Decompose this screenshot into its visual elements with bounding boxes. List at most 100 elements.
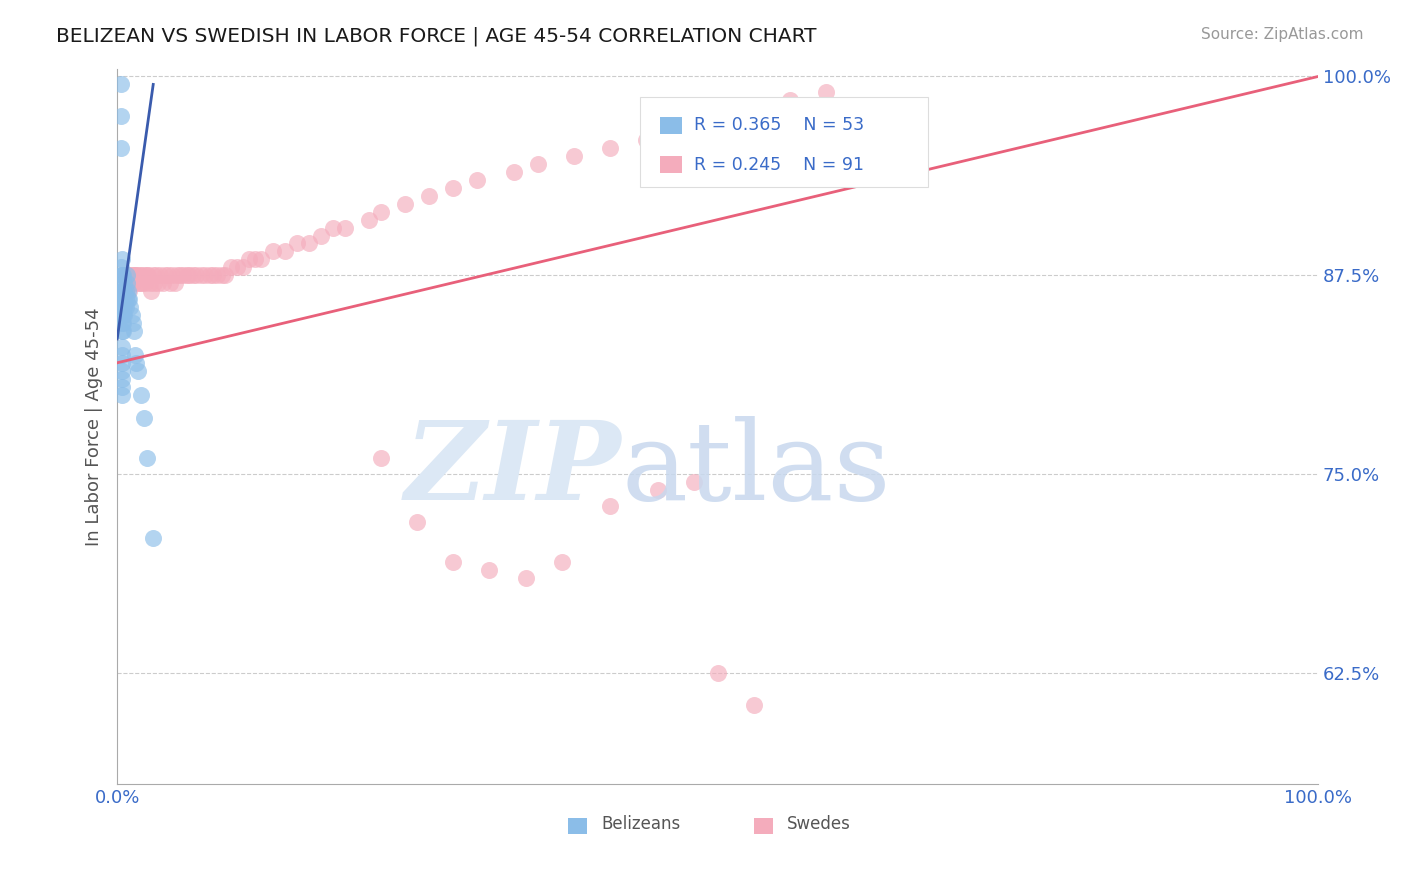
Point: [112, 284, 135, 298]
Point: [111, 379, 134, 393]
Point: [502, 165, 524, 179]
Text: atlas: atlas: [621, 416, 891, 523]
Point: [285, 236, 308, 251]
Point: [550, 555, 572, 569]
Point: [117, 292, 139, 306]
Point: [599, 499, 621, 513]
Point: [418, 188, 440, 202]
Point: [214, 268, 236, 283]
Point: [125, 268, 148, 283]
Point: [110, 284, 132, 298]
Point: [112, 268, 135, 283]
Point: [467, 173, 489, 187]
Point: [172, 268, 194, 283]
Point: [128, 268, 150, 283]
Y-axis label: In Labor Force | Age 45-54: In Labor Force | Age 45-54: [86, 307, 103, 546]
Point: [138, 268, 160, 283]
Point: [110, 292, 132, 306]
Point: [142, 268, 165, 283]
Point: [219, 260, 242, 275]
Point: [298, 236, 321, 251]
Point: [111, 284, 134, 298]
Point: [121, 268, 143, 283]
Point: [110, 277, 132, 291]
Point: [111, 356, 134, 370]
Point: [262, 244, 284, 259]
Point: [706, 117, 728, 131]
Point: [443, 181, 465, 195]
Point: [359, 212, 381, 227]
Point: [478, 563, 501, 577]
Text: R = 0.245    N = 91: R = 0.245 N = 91: [693, 156, 863, 174]
Point: [112, 300, 135, 314]
Point: [122, 324, 145, 338]
Point: [118, 284, 141, 298]
Point: [322, 220, 344, 235]
Point: [111, 316, 134, 330]
Point: [139, 284, 162, 298]
Point: [111, 252, 134, 267]
Point: [111, 364, 134, 378]
Point: [112, 284, 135, 298]
Point: [136, 451, 159, 466]
Point: [121, 308, 143, 322]
Point: [443, 555, 465, 569]
Point: [117, 268, 139, 283]
Point: [515, 570, 537, 584]
Point: [122, 268, 145, 283]
Point: [121, 277, 143, 291]
Point: [145, 268, 167, 283]
Text: Belizeans: Belizeans: [602, 814, 681, 833]
Point: [814, 86, 837, 100]
Point: [110, 109, 132, 123]
Point: [112, 292, 135, 306]
Point: [132, 411, 155, 425]
Point: [250, 252, 273, 267]
Point: [647, 483, 669, 497]
Point: [115, 268, 138, 283]
Point: [742, 109, 765, 123]
Point: [111, 372, 134, 386]
Point: [110, 78, 132, 92]
Point: [634, 133, 657, 147]
Point: [526, 157, 548, 171]
Point: [186, 268, 208, 283]
Point: [205, 268, 228, 283]
Point: [335, 220, 357, 235]
Point: [155, 268, 177, 283]
Point: [274, 244, 297, 259]
Point: [146, 277, 169, 291]
Point: [125, 356, 148, 370]
Point: [706, 665, 728, 680]
Point: [142, 531, 165, 545]
Point: [131, 277, 153, 291]
Text: Source: ZipAtlas.com: Source: ZipAtlas.com: [1201, 27, 1364, 42]
Point: [162, 268, 184, 283]
Point: [112, 300, 135, 314]
Point: [149, 268, 172, 283]
Point: [120, 300, 142, 314]
Point: [136, 268, 159, 283]
Point: [111, 300, 134, 314]
Point: [127, 364, 149, 378]
Point: [394, 196, 416, 211]
Point: [159, 277, 181, 291]
Point: [176, 268, 198, 283]
Point: [112, 308, 135, 322]
Text: BELIZEAN VS SWEDISH IN LABOR FORCE | AGE 45-54 CORRELATION CHART: BELIZEAN VS SWEDISH IN LABOR FORCE | AGE…: [56, 27, 817, 46]
Point: [112, 268, 135, 283]
Point: [742, 698, 765, 712]
Point: [562, 149, 585, 163]
Point: [110, 141, 132, 155]
FancyBboxPatch shape: [568, 818, 586, 834]
Point: [124, 268, 146, 283]
Point: [112, 316, 135, 330]
Text: Swedes: Swedes: [787, 814, 851, 833]
Point: [232, 260, 254, 275]
Point: [118, 292, 141, 306]
Point: [121, 316, 143, 330]
FancyBboxPatch shape: [659, 156, 682, 173]
Point: [138, 277, 160, 291]
Point: [311, 228, 333, 243]
Point: [111, 308, 134, 322]
